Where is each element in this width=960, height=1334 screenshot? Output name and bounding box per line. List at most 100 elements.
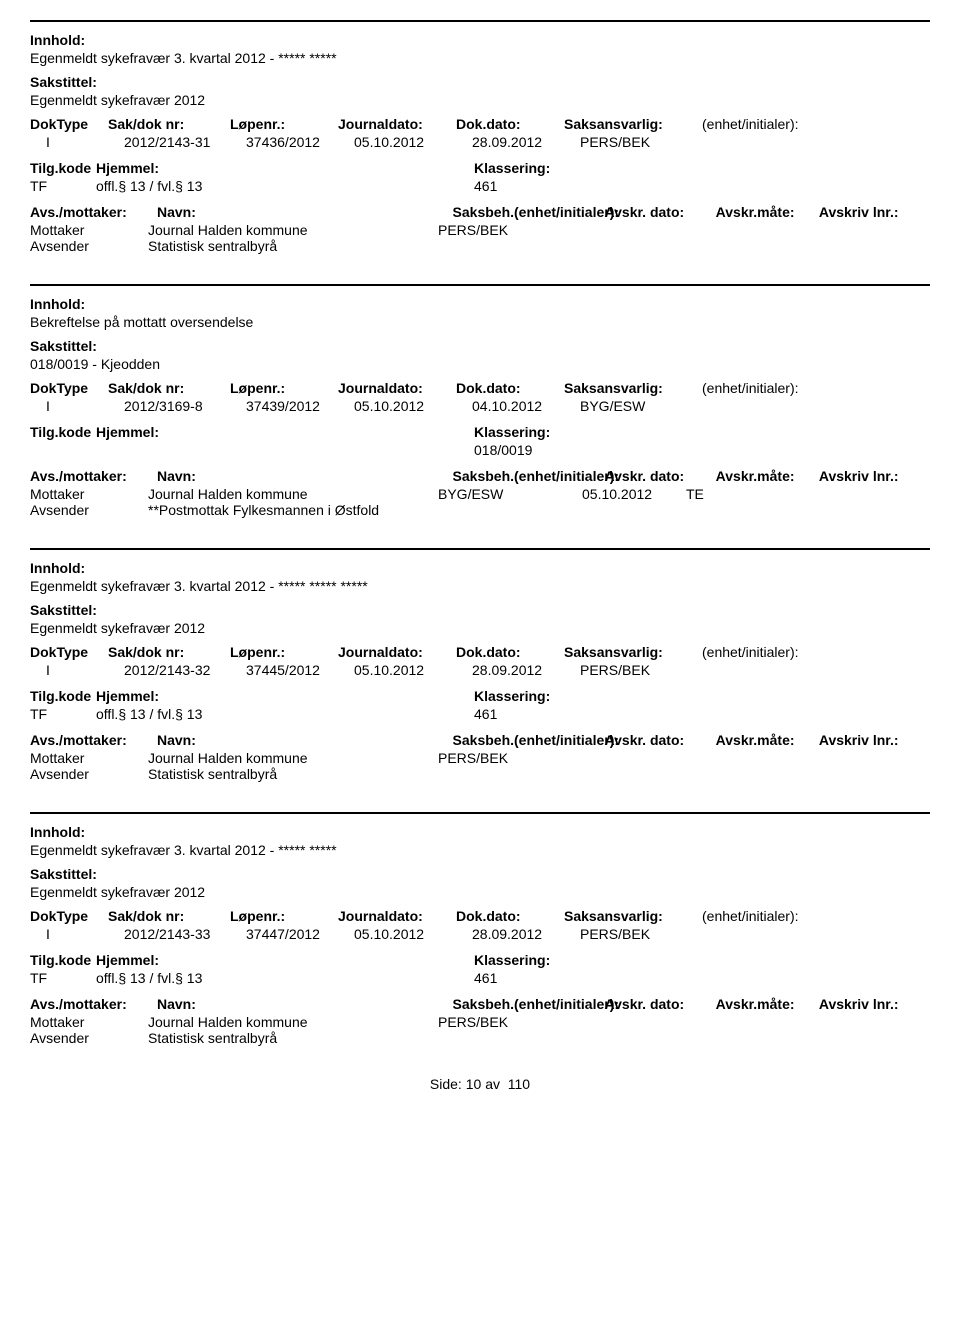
tilg-header-row: Tilg.kode Hjemmel: Klassering:	[30, 424, 930, 440]
hdr-lopenr: Løpenr.:	[230, 380, 338, 396]
page-footer: Side: 10 av 110	[30, 1076, 930, 1092]
val-hjemmel: offl.§ 13 / fvl.§ 13	[96, 706, 474, 722]
hdr-saksansvarlig: Saksansvarlig:	[564, 644, 702, 660]
val-lopenr: 37447/2012	[246, 926, 354, 942]
innhold-label: Innhold:	[30, 32, 930, 48]
val-doktype: I	[30, 926, 124, 942]
val-klassering: 018/0019	[474, 442, 682, 458]
val-doktype: I	[30, 134, 124, 150]
party-role: Mottaker	[30, 486, 114, 502]
journal-record: Innhold: Egenmeldt sykefravær 3. kvartal…	[30, 548, 930, 782]
hdr-klassering: Klassering:	[474, 160, 682, 176]
hdr-saksbeh: Saksbeh.(enhet/initialer):	[453, 204, 605, 220]
val-dokdato: 28.09.2012	[472, 926, 580, 942]
hdr-hjemmel: Hjemmel:	[96, 424, 474, 440]
tilg-header-row: Tilg.kode Hjemmel: Klassering:	[30, 160, 930, 176]
val-journaldato: 05.10.2012	[354, 926, 472, 942]
party-header-row: Avs./mottaker: Navn: Saksbeh.(enhet/init…	[30, 732, 930, 748]
sakstittel-label: Sakstittel:	[30, 602, 930, 618]
party-saksbeh: PERS/BEK	[438, 1014, 582, 1030]
party-navn: Journal Halden kommune	[148, 1014, 438, 1030]
meta-header-row: DokType Sak/dok nr: Løpenr.: Journaldato…	[30, 380, 930, 396]
innhold-value: Egenmeldt sykefravær 3. kvartal 2012 - *…	[30, 50, 930, 66]
party-row: Avsender Statistisk sentralbyrå	[30, 1030, 930, 1046]
journal-record: Innhold: Egenmeldt sykefravær 3. kvartal…	[30, 20, 930, 254]
val-klassering: 461	[474, 706, 682, 722]
hdr-avskrivlnr: Avskriv lnr.:	[819, 204, 930, 220]
val-doktype: I	[30, 398, 124, 414]
hdr-avskrdato: Avskr. dato:	[605, 204, 716, 220]
party-navn: Journal Halden kommune	[148, 750, 438, 766]
hdr-enhet: (enhet/initialer):	[702, 116, 860, 132]
val-saksansvarlig: PERS/BEK	[580, 926, 718, 942]
party-navn: Statistisk sentralbyrå	[148, 1030, 438, 1046]
hdr-journaldato: Journaldato:	[338, 908, 456, 924]
sakstittel-value: Egenmeldt sykefravær 2012	[30, 620, 930, 636]
hdr-hjemmel: Hjemmel:	[96, 160, 474, 176]
sakstittel-label: Sakstittel:	[30, 338, 930, 354]
hdr-journaldato: Journaldato:	[338, 644, 456, 660]
hdr-doktype: DokType	[30, 644, 108, 660]
hdr-tilgkode: Tilg.kode	[30, 424, 96, 440]
hdr-avskrdato: Avskr. dato:	[605, 468, 716, 484]
hdr-dokdato: Dok.dato:	[456, 644, 564, 660]
val-lopenr: 37439/2012	[246, 398, 354, 414]
party-avskrdato	[582, 222, 686, 238]
val-tilgkode: TF	[30, 178, 96, 194]
hdr-sakdoknr: Sak/dok nr:	[108, 380, 230, 396]
party-role: Avsender	[30, 502, 114, 518]
footer-total: 110	[508, 1076, 530, 1092]
hdr-hjemmel: Hjemmel:	[96, 952, 474, 968]
val-doktype: I	[30, 662, 124, 678]
party-navn: Statistisk sentralbyrå	[148, 766, 438, 782]
party-row: Mottaker Journal Halden kommune PERS/BEK	[30, 1014, 930, 1030]
val-dokdato: 28.09.2012	[472, 662, 580, 678]
sakstittel-value: Egenmeldt sykefravær 2012	[30, 92, 930, 108]
sakstittel-value: 018/0019 - Kjeodden	[30, 356, 930, 372]
hdr-dokdato: Dok.dato:	[456, 116, 564, 132]
innhold-value: Bekreftelse på mottatt oversendelse	[30, 314, 930, 330]
party-saksbeh: PERS/BEK	[438, 750, 582, 766]
val-dokdato: 04.10.2012	[472, 398, 580, 414]
journal-record: Innhold: Bekreftelse på mottatt oversend…	[30, 284, 930, 518]
meta-value-row: I 2012/2143-32 37445/2012 05.10.2012 28.…	[30, 662, 930, 678]
party-avskrmate	[686, 766, 736, 782]
val-saksansvarlig: PERS/BEK	[580, 134, 718, 150]
party-header-row: Avs./mottaker: Navn: Saksbeh.(enhet/init…	[30, 204, 930, 220]
party-row: Avsender Statistisk sentralbyrå	[30, 766, 930, 782]
party-navn: Journal Halden kommune	[148, 222, 438, 238]
party-role: Avsender	[30, 1030, 114, 1046]
innhold-label: Innhold:	[30, 296, 930, 312]
hdr-saksbeh: Saksbeh.(enhet/initialer):	[453, 468, 605, 484]
hdr-avskrdato: Avskr. dato:	[605, 996, 716, 1012]
hdr-doktype: DokType	[30, 116, 108, 132]
party-saksbeh	[438, 1030, 582, 1046]
val-sakdoknr: 2012/2143-33	[124, 926, 246, 942]
val-hjemmel: offl.§ 13 / fvl.§ 13	[96, 970, 474, 986]
hdr-sakdoknr: Sak/dok nr:	[108, 644, 230, 660]
party-avskrmate	[686, 222, 736, 238]
hdr-avsmottaker: Avs./mottaker:	[30, 996, 157, 1012]
party-role: Mottaker	[30, 750, 114, 766]
innhold-value: Egenmeldt sykefravær 3. kvartal 2012 - *…	[30, 578, 930, 594]
hdr-klassering: Klassering:	[474, 952, 682, 968]
meta-value-row: I 2012/2143-31 37436/2012 05.10.2012 28.…	[30, 134, 930, 150]
hdr-sakdoknr: Sak/dok nr:	[108, 116, 230, 132]
party-saksbeh: BYG/ESW	[438, 486, 582, 502]
party-avskrdato	[582, 750, 686, 766]
party-avskrdato: 05.10.2012	[582, 486, 686, 502]
party-role: Mottaker	[30, 222, 114, 238]
party-avskrmate	[686, 750, 736, 766]
hdr-tilgkode: Tilg.kode	[30, 952, 96, 968]
val-klassering: 461	[474, 970, 682, 986]
tilg-value-row: 018/0019	[30, 442, 930, 458]
hdr-doktype: DokType	[30, 380, 108, 396]
meta-header-row: DokType Sak/dok nr: Løpenr.: Journaldato…	[30, 116, 930, 132]
val-dokdato: 28.09.2012	[472, 134, 580, 150]
sakstittel-label: Sakstittel:	[30, 866, 930, 882]
hdr-lopenr: Løpenr.:	[230, 908, 338, 924]
sakstittel-label: Sakstittel:	[30, 74, 930, 90]
val-sakdoknr: 2012/2143-31	[124, 134, 246, 150]
hdr-navn: Navn:	[157, 996, 453, 1012]
val-tilgkode: TF	[30, 706, 96, 722]
